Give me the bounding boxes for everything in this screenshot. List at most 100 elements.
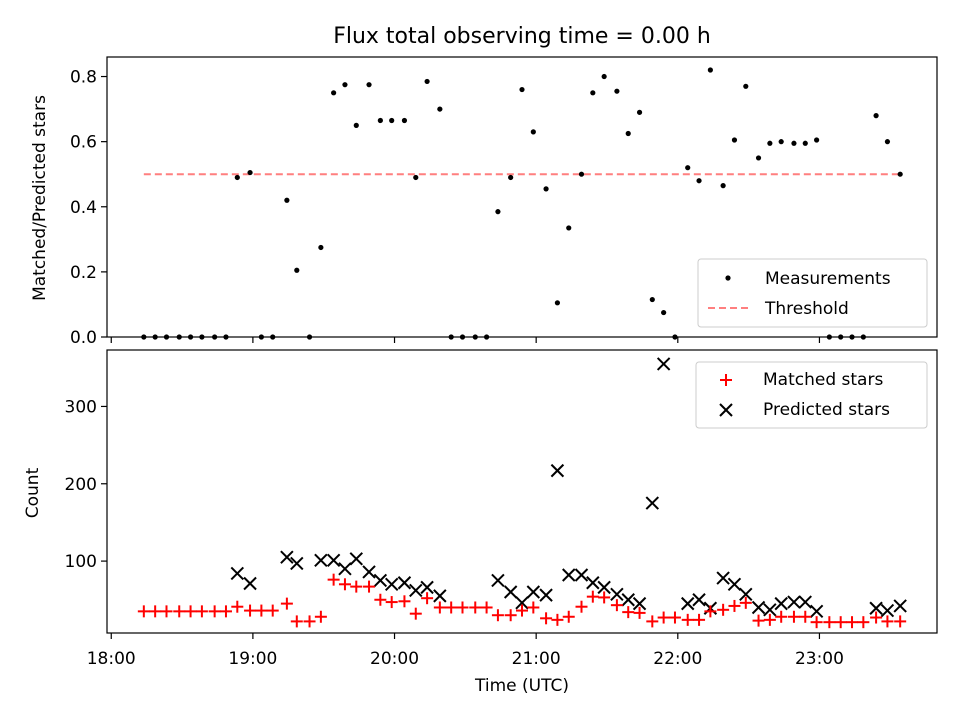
legend-measurements-marker [725, 275, 731, 281]
predicted-point [574, 568, 589, 582]
matched-point [527, 601, 540, 614]
predicted-point [314, 553, 328, 568]
predicted-point [326, 553, 341, 568]
bottom-y-axis-label: Count [23, 467, 43, 518]
matched-point [657, 611, 670, 624]
matched-point [195, 605, 208, 618]
predicted-point [290, 556, 304, 571]
matched-point [693, 613, 706, 626]
measurement-point [743, 83, 749, 89]
matched-point [562, 610, 575, 623]
predicted-point [774, 596, 788, 611]
measurement-point [294, 267, 300, 273]
measurement-point [767, 140, 773, 146]
matched-point [219, 605, 232, 618]
matched-point [752, 614, 765, 627]
measurement-point [401, 117, 408, 124]
measurement-point [331, 90, 337, 96]
measurement-point [649, 296, 655, 303]
bottom-x-ticks: 18:00 19:00 20:00 21:00 22:00 23:00 [87, 633, 844, 669]
bottom-legend-box [695, 361, 928, 429]
matched-point [303, 615, 316, 628]
measurement-point [720, 183, 726, 189]
matched-point [857, 616, 870, 629]
predicted-point [656, 357, 671, 371]
matched-point [244, 604, 257, 617]
matched-point [646, 615, 659, 628]
bottom-y-tick-label: 100 [65, 552, 97, 572]
matched-point [586, 590, 599, 603]
measurement-point [566, 225, 572, 231]
measurement-point [353, 122, 359, 128]
measurement-point [755, 155, 762, 161]
top-y-tick-label: 0.4 [70, 198, 97, 218]
matched-point [598, 591, 611, 604]
predicted-point [550, 463, 565, 478]
predicted-point [787, 595, 801, 609]
matched-point [834, 616, 847, 629]
matched-point [491, 609, 504, 622]
predicted-point [230, 566, 245, 581]
predicted-point [349, 552, 363, 566]
bottom-y-tick-label: 300 [65, 397, 97, 417]
predicted-point [681, 596, 695, 611]
matched-point [787, 610, 800, 623]
legend-threshold-label: Threshold [764, 299, 849, 319]
matched-point [266, 604, 279, 617]
predicted-point [716, 571, 730, 585]
predicted-point [491, 573, 505, 588]
measurement-point [543, 186, 549, 192]
measurement-point [284, 197, 290, 203]
matched-point [610, 599, 623, 612]
measurement-point [873, 113, 879, 119]
matched-point [314, 610, 327, 623]
measurement-point [696, 178, 702, 184]
predicted-point [809, 604, 824, 619]
panel-top: Flux total observing time = 0.00 h Match… [30, 24, 938, 348]
measurement-point [247, 169, 253, 176]
measurement-point [495, 209, 501, 215]
bottom-x-axis-label: Time (UTC) [474, 676, 569, 696]
measurement-point [413, 174, 419, 181]
top-y-ticks: 0.0 0.2 0.4 0.6 0.8 [70, 68, 107, 348]
measurement-point [424, 78, 430, 85]
matched-point [409, 607, 422, 620]
predicted-point [692, 593, 706, 607]
matched-point [255, 604, 268, 617]
matched-point [894, 615, 907, 628]
measurement-point [791, 140, 797, 146]
measurement-point [508, 174, 514, 181]
measurement-point [519, 86, 525, 93]
measurement-point [802, 140, 808, 146]
matched-point [231, 600, 244, 613]
legend-measurements-label: Measurements [765, 269, 891, 289]
bottom-x-tick-label: 19:00 [228, 649, 277, 669]
predicted-point [739, 587, 753, 602]
matched-point [421, 592, 434, 605]
predicted-point [645, 496, 660, 510]
measurement-point [366, 82, 372, 88]
measurement-point [578, 171, 585, 177]
predicted-point [515, 596, 529, 610]
bottom-x-tick-label: 22:00 [653, 649, 702, 669]
measurement-point [884, 139, 891, 145]
measurement-point [731, 137, 738, 143]
predicted-point [243, 576, 257, 591]
measurement-point [437, 106, 443, 112]
matched-point [704, 605, 717, 618]
top-title: Flux total observing time = 0.00 h [333, 24, 711, 49]
top-y-tick-label: 0.8 [70, 68, 97, 88]
matched-point [728, 599, 741, 612]
matched-point [516, 604, 528, 617]
measurement-point [590, 90, 596, 96]
bottom-x-tick-label: 18:00 [87, 649, 136, 669]
measurement-point [377, 117, 383, 124]
matched-point [846, 616, 859, 629]
measurement-point [614, 88, 620, 94]
top-x-ticks [110, 337, 821, 343]
top-series-layer [141, 67, 903, 340]
predicted-point [880, 603, 895, 618]
matched-point [810, 616, 823, 629]
measurement-point [342, 82, 348, 88]
